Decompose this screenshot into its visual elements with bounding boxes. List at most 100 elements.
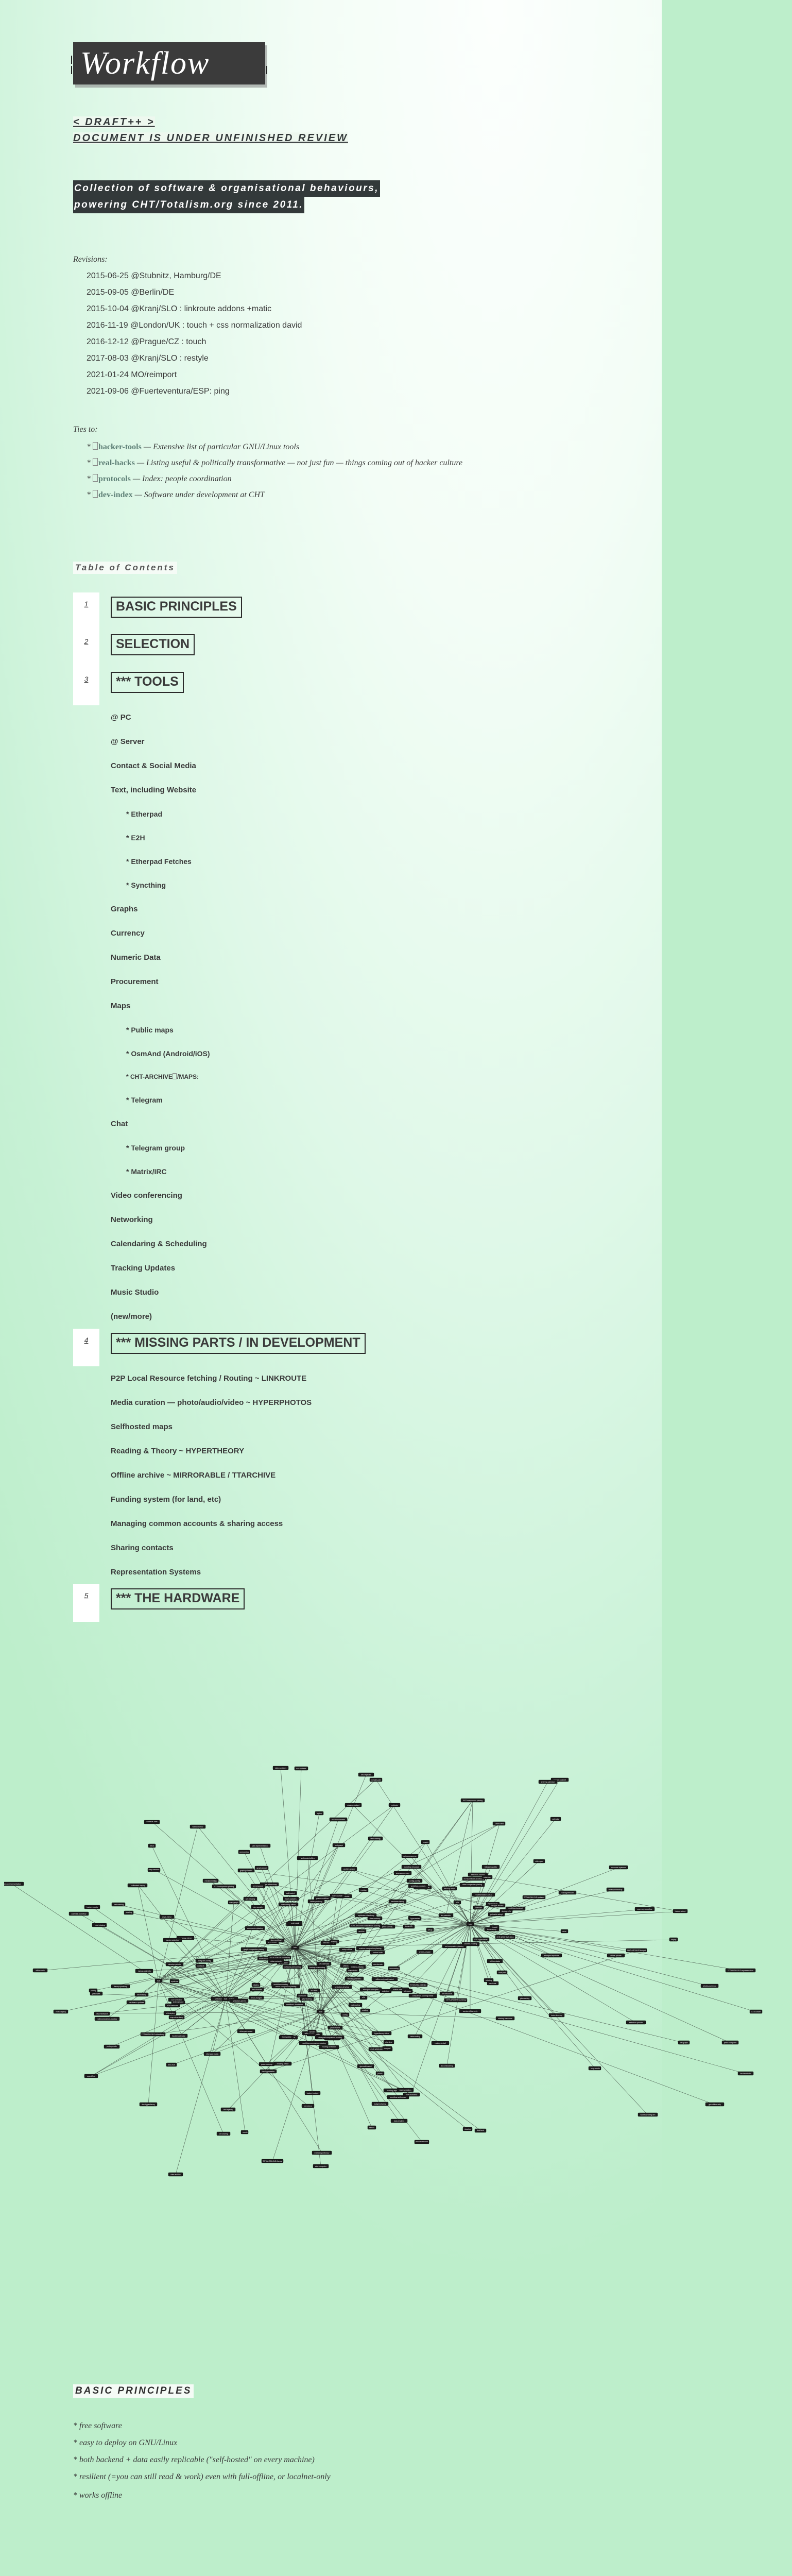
svg-text:chat:osmand: chat:osmand: [173, 2001, 184, 2003]
svg-text:hacker:budget: hacker:budget: [307, 2092, 319, 2094]
svg-text:reading-palmetto: reading-palmetto: [348, 1978, 361, 1980]
svg-text:routing-install: routing-install: [435, 2042, 446, 2044]
svg-text:chat:land: chat:land: [477, 2129, 485, 2131]
svg-text:XXX:companion-placing: XXX:companion-placing: [214, 1886, 234, 1888]
svg-text:etherpad:server: etherpad:server: [239, 2030, 253, 2032]
svg-text:contacts-time: contacts-time: [146, 1821, 157, 1823]
svg-text:selfhosted-deploy: selfhosted-deploy: [131, 1885, 145, 1887]
svg-text:music: music: [243, 2131, 248, 2133]
svg-text:selection-server: selection-server: [233, 2000, 246, 2002]
svg-text:drive-mirror: drive-mirror: [162, 1916, 172, 1918]
svg-text:config: config: [91, 1990, 96, 1992]
svg-text:sharing: sharing: [464, 2128, 471, 2130]
svg-text:media:missing: media:missing: [205, 1880, 217, 1882]
svg-text:doc:workflow1: doc:workflow1: [271, 1939, 283, 1941]
svg-text:workflow:telegram: workflow:telegram: [641, 2114, 656, 2116]
svg-text:onecoming-offline: onecoming-offline: [281, 1904, 296, 1906]
svg-text:sys:missing: sys:missing: [246, 1898, 255, 1900]
svg-text:map:graph: map:graph: [229, 1902, 238, 1904]
svg-text:graph:adopt: graph:adopt: [256, 1867, 266, 1869]
svg-text:config-config: config-config: [409, 1880, 420, 1882]
svg-text:archive: archive: [358, 1930, 365, 1933]
svg-text:drive: drive: [562, 1930, 566, 1933]
svg-text:hardware-updates: hardware-updates: [129, 2002, 144, 2004]
svg-text:install: install: [492, 1926, 497, 1928]
svg-text:photos-currency: photos-currency: [703, 1985, 716, 1987]
svg-text:proto:computer: proto:computer: [724, 2042, 737, 2044]
svg-text:representation-setup: representation-setup: [475, 1894, 492, 1896]
svg-text:backup-adopt: backup-adopt: [444, 1888, 455, 1890]
svg-text:XXX:curate: XXX:curate: [751, 2011, 761, 2013]
svg-text:companion-placing: companion-placing: [247, 1927, 263, 1929]
svg-text:archive-graph: archive-graph: [343, 1868, 355, 1870]
svg-text:doc:domain: doc:domain: [373, 1963, 383, 1965]
svg-text:net:missing: net:missing: [137, 1994, 146, 1996]
svg-text:etherpad:music: etherpad:music: [206, 2053, 219, 2055]
svg-text:net:graph: net:graph: [680, 2042, 687, 2044]
svg-text:gtw:reading: gtw:reading: [520, 1997, 530, 1999]
svg-text:wiki:companion-placing: wiki:companion-placing: [97, 2018, 116, 2020]
svg-text:TOTALISM-OLD:representation: TOTALISM-OLD:representation: [728, 1970, 753, 1972]
svg-text:CHT-ARCHIVE:currency: CHT-ARCHIVE:currency: [446, 1999, 466, 2001]
svg-text:replicate: replicate: [391, 1804, 398, 1806]
svg-text:tools:updates: tools:updates: [285, 1898, 297, 1900]
svg-text:real:reading: real:reading: [371, 1838, 381, 1840]
svg-text:net:mirror: net:mirror: [304, 2105, 312, 2107]
svg-text:sharing-hardware: sharing-hardware: [498, 2018, 512, 2020]
svg-text:irc-palmetto: irc-palmetto: [441, 1914, 451, 1917]
svg-text:calendar: calendar: [484, 1876, 491, 1878]
svg-text:telegram-config: telegram-config: [198, 1960, 211, 1962]
svg-text:hardware-laptop: hardware-laptop: [391, 1901, 404, 1903]
svg-text:reading: reading: [362, 2009, 368, 2011]
svg-text:deploy-e2h: deploy-e2h: [502, 1910, 511, 1912]
svg-text:e2h-hypereader: e2h-hypereader: [474, 1939, 488, 1941]
svg-text:proto:specify: proto:specify: [382, 1926, 393, 1928]
svg-text:reading-offline: reading-offline: [277, 2063, 289, 2065]
svg-text:theory-syncthing: theory-syncthing: [114, 1986, 127, 1988]
svg-text:routing: routing: [361, 1889, 367, 1891]
svg-text:time-public: time-public: [282, 2036, 291, 2038]
svg-text:graph:workflow: graph:workflow: [316, 1897, 329, 1900]
svg-text:public: public: [377, 2073, 383, 2075]
svg-text:etherpad:backup: etherpad:backup: [609, 1889, 623, 1891]
svg-text:sys:calendar: sys:calendar: [319, 1963, 330, 1965]
svg-text:matrix: matrix: [423, 1841, 428, 1843]
svg-text:chat:pad: chat:pad: [498, 1972, 506, 1974]
svg-text:companion-placing-install: companion-placing-install: [412, 1995, 434, 1997]
svg-text:workflow-localnet: workflow-localnet: [508, 1907, 523, 1909]
svg-text:server: server: [369, 2127, 375, 2129]
svg-text:selection: selection: [382, 1990, 389, 1992]
svg-text:workflow:access: workflow:access: [332, 1819, 345, 1821]
svg-text:onecoming: onecoming: [389, 1968, 399, 1970]
svg-text:hub: hub: [224, 1998, 227, 2000]
svg-text:laptop-palmetto: laptop-palmetto: [139, 1970, 151, 1972]
svg-text:workflow-resource: workflow-resource: [404, 1866, 419, 1868]
svg-text:graph:companion-placing: graph:companion-placing: [244, 1948, 264, 1951]
svg-text:hacker:config: hacker:config: [87, 1906, 97, 1908]
svg-text:currency-workflow: currency-workflow: [638, 1908, 652, 1910]
svg-text:offline-private: offline-private: [610, 1955, 622, 1957]
svg-text:workflow-selfhosted: workflow-selfhosted: [390, 2096, 406, 2098]
svg-text:video:land: video:land: [495, 1823, 504, 1825]
svg-text:systems: systems: [171, 1980, 178, 1982]
svg-text:hub: hub: [157, 1980, 160, 1982]
svg-text:palmetto-adopt: palmetto-adopt: [490, 1913, 503, 1916]
svg-text:config: config: [342, 2014, 348, 2016]
svg-text:sys:offline: sys:offline: [87, 2075, 95, 2077]
svg-text:hub: hub: [294, 1946, 297, 1948]
svg-text:principles: principles: [92, 1993, 100, 1995]
svg-text:computer: computer: [299, 1995, 307, 1997]
svg-text:TOTALISM-OLD:etherdump: TOTALISM-OLD:etherdump: [142, 2033, 164, 2036]
svg-text:real:hypereader: real:hypereader: [561, 1892, 574, 1894]
svg-text:data:domain: data:domain: [252, 1989, 262, 1991]
svg-text:gtw:offline-only: gtw:offline-only: [709, 2104, 721, 2106]
svg-text:data:syncthing: data:syncthing: [310, 1901, 322, 1903]
svg-text:archive-reading: archive-reading: [464, 1943, 477, 1945]
svg-text:budget-sharing: budget-sharing: [374, 2103, 386, 2105]
svg-text:selfhosted: selfhosted: [286, 1892, 295, 1894]
svg-text:dev:hypereader: dev:hypereader: [262, 2071, 276, 2073]
svg-text:real:graph: real:graph: [335, 1844, 343, 1846]
svg-text:chat:missing: chat:missing: [95, 1924, 105, 1926]
svg-text:hypereader: hypereader: [410, 1918, 420, 1920]
svg-text:media:osmand: media:osmand: [416, 2141, 428, 2143]
